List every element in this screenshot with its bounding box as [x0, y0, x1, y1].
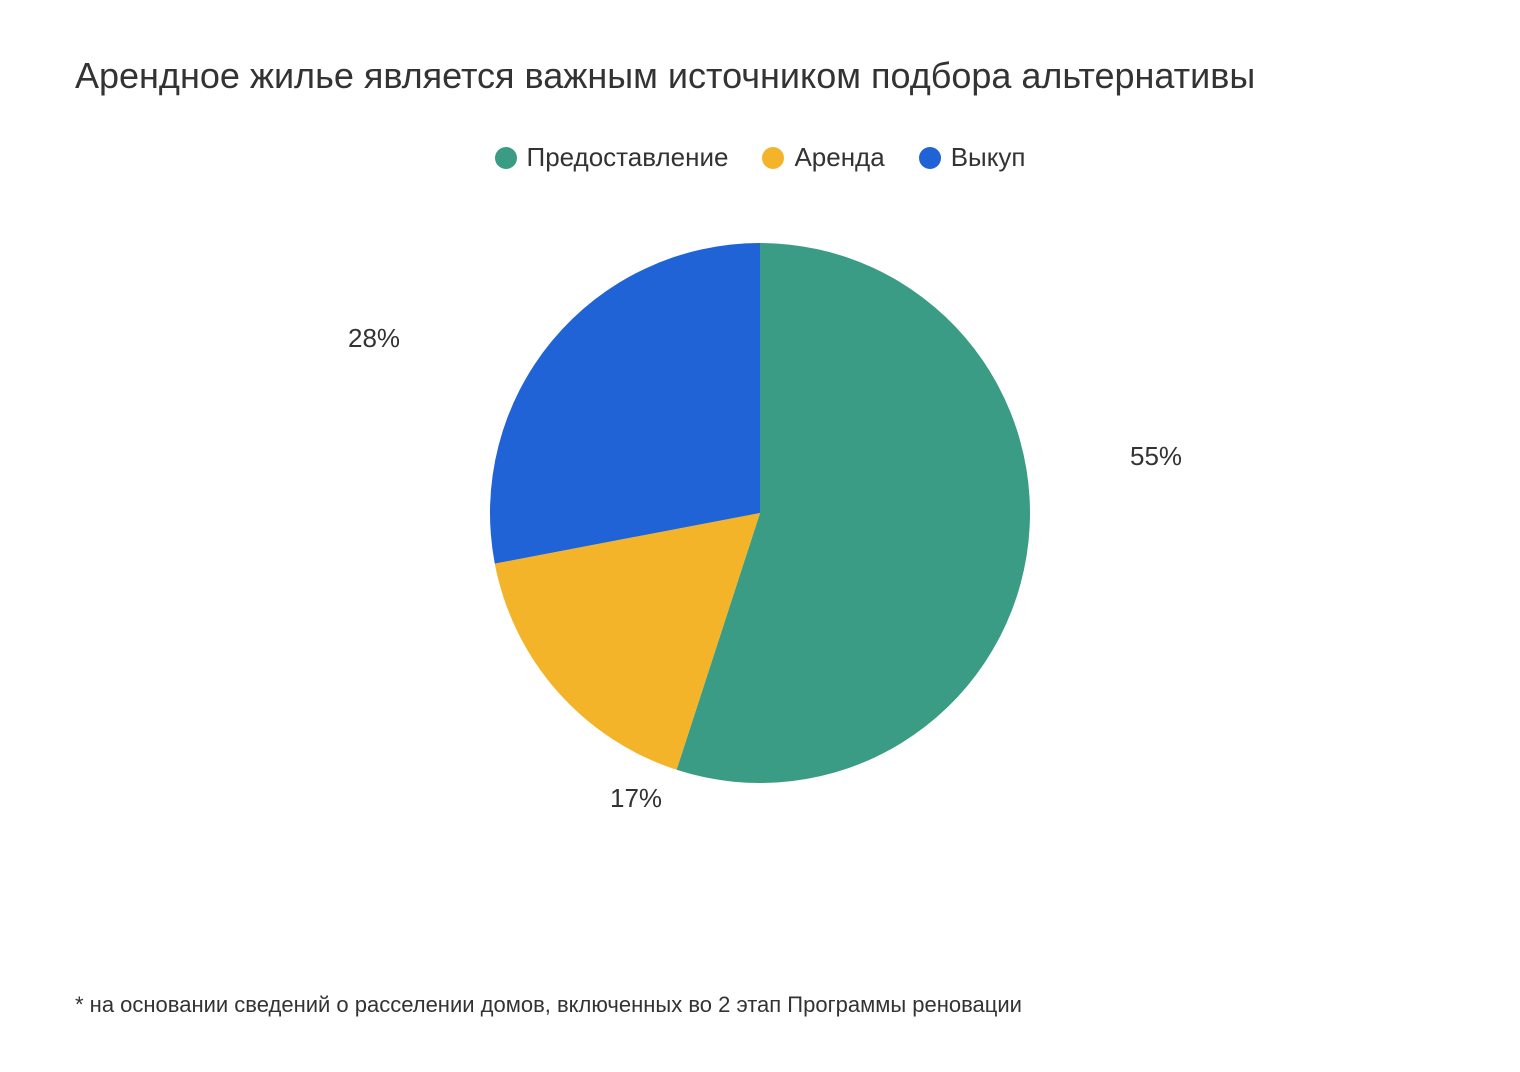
- legend-swatch-provision: [495, 147, 517, 169]
- chart-title: Арендное жилье является важным источнико…: [75, 50, 1445, 102]
- slice-label-provision: 55%: [1130, 441, 1182, 472]
- pie-chart: 55% 17% 28%: [310, 203, 1210, 823]
- slice-label-buyout: 28%: [348, 323, 400, 354]
- legend-label-provision: Предоставление: [527, 142, 729, 173]
- legend-label-rent: Аренда: [794, 142, 884, 173]
- legend-swatch-buyout: [919, 147, 941, 169]
- legend-item-rent: Аренда: [762, 142, 884, 173]
- chart-footnote: * на основании сведений о расселении дом…: [75, 992, 1022, 1018]
- legend-item-provision: Предоставление: [495, 142, 729, 173]
- legend-label-buyout: Выкуп: [951, 142, 1026, 173]
- slice-label-rent: 17%: [610, 783, 662, 814]
- legend-swatch-rent: [762, 147, 784, 169]
- pie-svg: [485, 238, 1035, 788]
- legend-item-buyout: Выкуп: [919, 142, 1026, 173]
- pie-slice-buyout: [490, 243, 760, 564]
- chart-legend: Предоставление Аренда Выкуп: [75, 142, 1445, 173]
